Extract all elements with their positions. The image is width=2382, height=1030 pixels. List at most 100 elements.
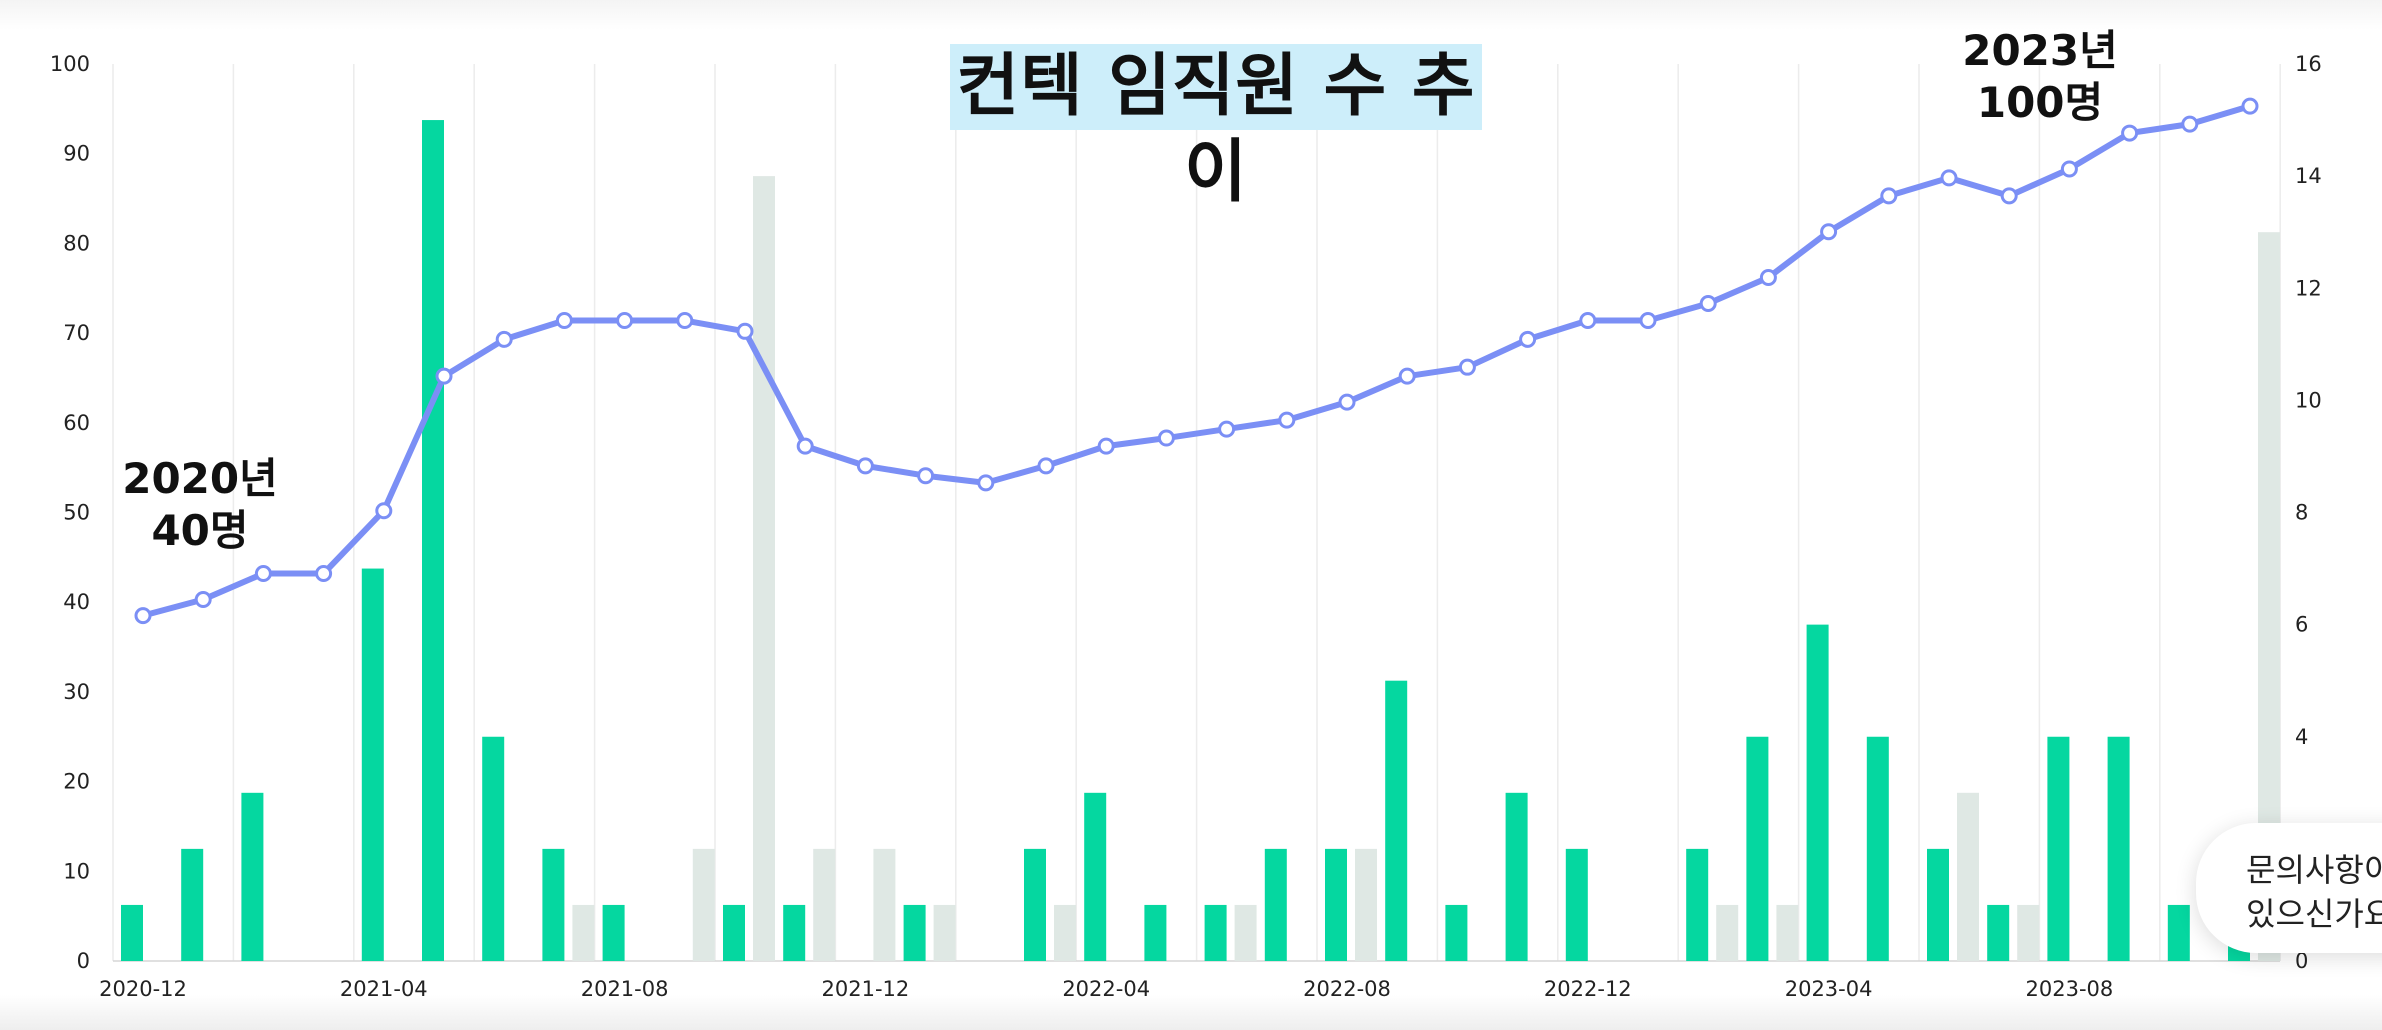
headcount-point [2181,115,2199,133]
bar-primary [602,904,625,961]
x-tick-label: 2021-12 [822,977,910,1001]
headcount-point [1157,429,1175,447]
headcount-point [856,457,874,475]
annotation-start-count: 40명 [151,506,249,555]
bar-primary [1987,904,2010,961]
bar-secondary [2258,232,2280,961]
headcount-point [1097,437,1115,455]
headcount-point [676,312,694,330]
annotation-start: 2020년 40명 [120,453,280,557]
bar-primary [361,568,384,961]
bar-primary [121,904,143,961]
x-tick-label: 2023-08 [2026,977,2114,1001]
headcount-point [194,591,212,609]
bar-primary [482,736,505,961]
bar-primary [1385,680,1408,961]
y-left-tick-label: 40 [63,590,90,614]
bar-primary [1565,848,1588,961]
bar-primary [422,120,444,961]
headcount-point [2000,187,2018,205]
headcount-point [736,322,754,340]
y-right-tick-label: 8 [2295,501,2308,525]
headcount-point [917,467,935,485]
headcount-point [254,564,272,582]
headcount-point [1639,312,1657,330]
y-left-tick-label: 50 [63,501,90,525]
headcount-point [1699,294,1717,312]
bar-secondary [873,848,896,961]
bar-primary [723,904,745,961]
headcount-point [1037,457,1055,475]
y-right-tick-label: 14 [2295,164,2322,188]
bar-primary [1746,736,1769,961]
y-left-tick-label: 100 [50,52,90,76]
y-right-tick-label: 6 [2295,613,2308,637]
annotation-end-count: 100명 [1976,78,2104,127]
y-right-tick-label: 10 [2295,388,2322,412]
headcount-point [1458,358,1476,376]
headcount-point [1218,420,1236,438]
bar-secondary [1234,904,1257,961]
bar-secondary [1957,792,1979,961]
bar-primary [1445,904,1468,961]
bar-primary [1927,848,1949,961]
bar-secondary [1355,848,1377,961]
bar-primary [1144,904,1167,961]
y-right-tick-label: 4 [2295,725,2308,749]
headcount-point [435,367,453,385]
chat-widget-line-1: 문의사항이 [2246,851,2382,889]
y-left-tick-label: 70 [63,321,90,345]
headcount-point [495,330,513,348]
chart-title: 컨텍 임직원 수 추이 [950,44,1482,212]
headcount-point [1940,169,1958,187]
headcount-point [1579,312,1597,330]
bar-primary [1024,848,1046,961]
annotation-start-year: 2020년 [122,454,278,503]
bar-secondary [2017,904,2040,961]
bar-primary [1866,736,1889,961]
bar-primary [2107,736,2130,961]
y-left-tick-label: 10 [63,859,90,883]
headcount-point [555,312,573,330]
y-left-tick-label: 20 [63,770,90,794]
x-tick-label: 2021-04 [340,977,428,1001]
bar-secondary [1054,904,1076,961]
bar-primary [1505,792,1528,961]
bar-secondary [1776,904,1799,961]
y-right-tick-label: 0 [2295,949,2308,973]
chat-widget-button[interactable]: 문의사항이 있으신가요? [2196,823,2382,953]
bar-primary [1084,792,1107,961]
y-left-tick-label: 30 [63,680,90,704]
bar-secondary [692,848,715,961]
bar-secondary [933,904,956,961]
headcount-point [2060,160,2078,178]
headcount-point [2121,124,2139,142]
bar-secondary [753,176,775,961]
y-left-tick-label: 90 [63,142,90,166]
bar-primary [181,848,204,961]
headcount-point [1880,187,1898,205]
top-shade [0,0,2382,30]
y-right-tick-label: 12 [2295,276,2322,300]
x-tick-label: 2023-04 [1785,977,1873,1001]
bar-primary [783,904,806,961]
bar-primary [542,848,565,961]
bar-primary [903,904,926,961]
headcount-point [1278,411,1296,429]
annotation-end-year: 2023년 [1962,26,2118,75]
bottom-shade [0,995,2382,1030]
headcount-line [140,103,2253,619]
annotation-end: 2023년 100명 [1960,25,2120,129]
headcount-point [134,607,152,625]
bar-primary [1806,624,1829,961]
x-tick-label: 2022-04 [1062,977,1150,1001]
bar-primary [1686,848,1709,961]
headcount-point [1398,367,1416,385]
headcount-point [1519,330,1537,348]
x-tick-label: 2021-08 [581,977,669,1001]
bar-primary [2047,736,2070,961]
y-left-tick-label: 0 [77,949,90,973]
y-left-tick-label: 60 [63,411,90,435]
headcount-point [1759,268,1777,286]
